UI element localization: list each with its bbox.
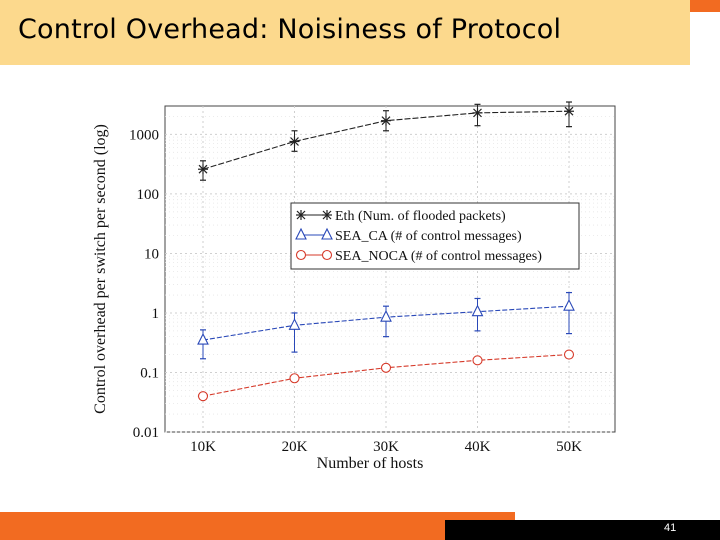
y-tick-label: 100	[137, 187, 160, 203]
data-point-asterisk	[381, 115, 391, 126]
x-tick-label: 20K	[282, 439, 308, 455]
legend-label: SEA_NOCA (# of control messages)	[335, 249, 542, 264]
footer-gap	[515, 512, 720, 520]
data-point-triangle	[295, 227, 307, 240]
data-point-asterisk	[289, 136, 300, 147]
x-tick-label: 10K	[190, 439, 216, 455]
x-tick-label: 50K	[556, 439, 582, 455]
y-tick-label: 0.01	[133, 425, 159, 441]
y-axis-label: Control overhead per switch per second (…	[92, 124, 109, 414]
slide-title: Control Overhead: Noisiness of Protocol	[18, 14, 562, 45]
data-point-circle	[295, 249, 307, 261]
overhead-line-chart: 0.01 0.1 1 10 100 1000 10K 20K 30K 40K 50K Number o…	[92, 101, 616, 472]
title-accent	[690, 0, 720, 12]
footer-page-band	[445, 520, 720, 540]
y-tick-label: 1	[152, 306, 160, 322]
x-axis-label: Number of hosts	[317, 455, 424, 472]
y-tick-label: 1000	[129, 127, 159, 143]
page-number: 41	[664, 522, 677, 534]
data-point-triangle	[380, 309, 392, 322]
x-tick-label: 40K	[465, 439, 491, 455]
data-point-triangle	[563, 298, 575, 311]
data-point-triangle	[197, 332, 209, 345]
title-bar	[0, 0, 690, 65]
data-point-triangle	[288, 318, 301, 330]
data-point-asterisk	[564, 106, 574, 117]
data-point-circle	[197, 391, 209, 402]
legend-box	[290, 202, 580, 270]
footer-bar	[0, 512, 515, 540]
y-tick-label: 0.1	[140, 365, 159, 381]
data-point-circle	[472, 355, 483, 366]
data-point-circle	[563, 349, 575, 360]
data-point-asterisk	[322, 210, 332, 220]
data-point-asterisk	[198, 164, 208, 175]
data-point-asterisk	[296, 210, 306, 220]
data-point-circle	[321, 249, 333, 261]
data-point-circle	[289, 373, 300, 384]
data-point-circle	[380, 362, 392, 373]
data-point-triangle	[471, 304, 484, 317]
legend-label: SEA_CA (# of control messages)	[335, 229, 522, 244]
x-tick-label: 30K	[373, 439, 399, 455]
data-point-asterisk	[472, 107, 483, 118]
data-point-triangle	[321, 227, 333, 240]
y-tick-label: 10	[144, 246, 159, 262]
legend-label: Eth (Num. of flooded packets)	[335, 209, 506, 224]
